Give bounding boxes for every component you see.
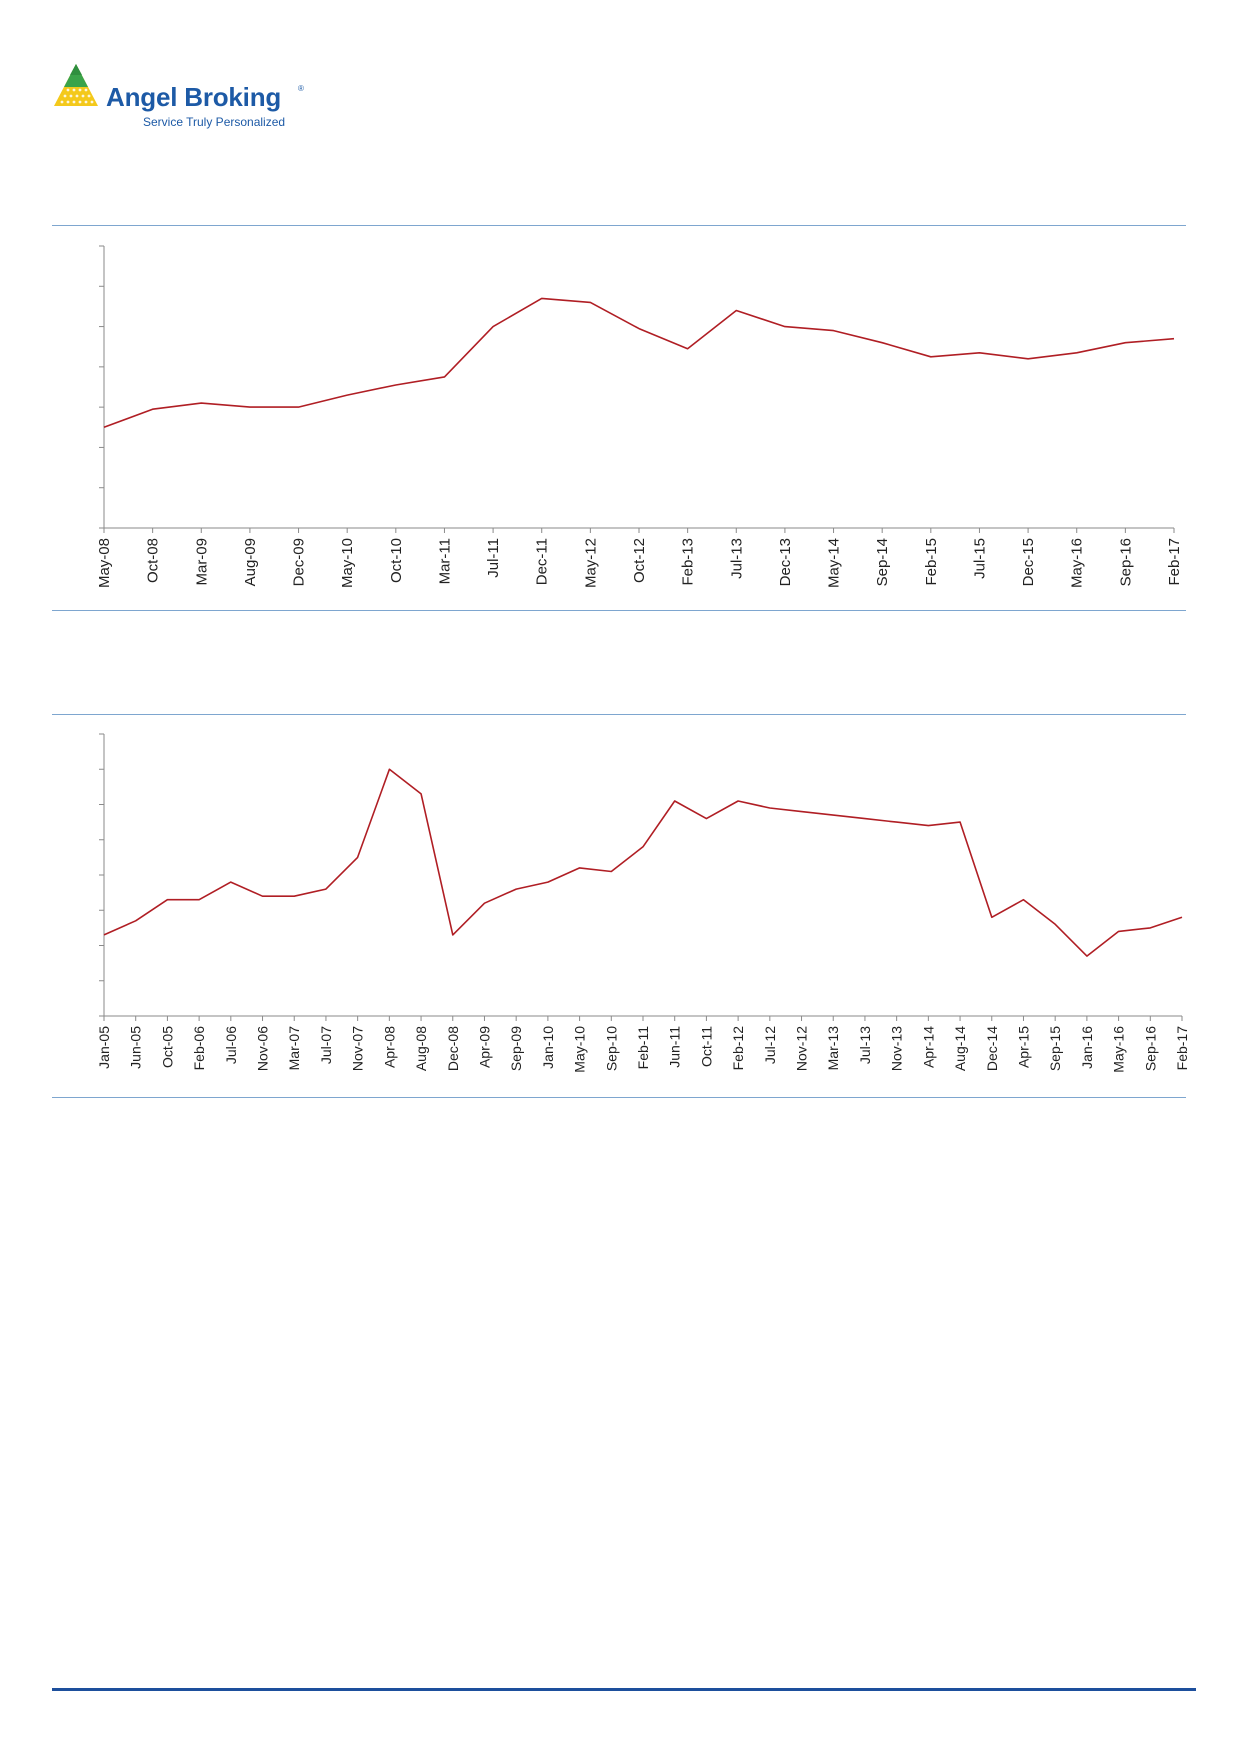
chart2-x-tick-label: Nov-06 (255, 1026, 271, 1071)
brand-triangle-icon (54, 64, 98, 106)
chart2-x-tick-label: Jan-10 (540, 1026, 556, 1069)
chart1-series-line (103, 297, 1175, 429)
chart2-x-tick-label: Jun-11 (667, 1026, 683, 1068)
chart1-x-tick-label: Jul-11 (485, 538, 502, 578)
chart2-x-tick-label: Jul-07 (318, 1026, 334, 1064)
chart1-x-tick-label: Oct-10 (388, 538, 405, 583)
chart1-x-tick-label: Feb-15 (923, 538, 940, 586)
chart2-x-tick-label: Apr-15 (1015, 1026, 1031, 1068)
chart2-x-tick-label: Apr-08 (381, 1026, 397, 1068)
chart2-container: Jan-05 Jun-05 Oct-05 Feb-06 Jul-06 Nov-06 Mar-… (52, 720, 1192, 1094)
chart2-series-line (103, 768, 1183, 957)
chart1-container: May-08 Oct-08 Mar-09 Aug-09 Dec-09 May-10 Oct-… (52, 232, 1192, 610)
chart2-x-tick-label: Oct-11 (698, 1026, 714, 1067)
chart2-x-tick-label: Feb-12 (730, 1026, 746, 1071)
registered-mark: ® (298, 84, 304, 93)
chart1-x-tick-label: Sep-14 (874, 538, 891, 586)
chart2-x-tick-label: Nov-12 (794, 1026, 810, 1071)
chart2-x-tick-label: Feb-06 (191, 1026, 207, 1071)
chart1-x-tick-label: Feb-17 (1166, 538, 1183, 586)
chart1-x-tick-label: Dec-13 (777, 538, 794, 586)
chart1-x-tick-label: Dec-15 (1020, 538, 1037, 586)
chart2-x-tick-label: Feb-11 (635, 1026, 651, 1070)
brand-name: Angel Broking (106, 82, 282, 112)
brand-logo: Angel Broking ® Service Truly Personaliz… (52, 62, 312, 132)
chart1-x-tick-label: Sep-16 (1117, 538, 1134, 586)
chart2-x-tick-label: Sep-09 (508, 1026, 524, 1071)
chart1-x-tick-label: May-16 (1069, 538, 1086, 588)
chart2-x-tick-label: Nov-13 (889, 1026, 905, 1071)
chart2-x-tick-label: Dec-14 (984, 1026, 1000, 1071)
chart2-x-tick-label: Feb-17 (1174, 1026, 1190, 1071)
chart1-top-rule (52, 225, 1186, 226)
chart2-x-tick-label: Jul-13 (857, 1026, 873, 1064)
chart1-x-tick-label: Aug-09 (242, 538, 259, 586)
chart2-bottom-rule (52, 1097, 1186, 1098)
chart2-x-tick-label: Jul-06 (223, 1026, 239, 1064)
chart1-x-tick-label: Mar-09 (193, 538, 210, 586)
chart2-x-tick-label: Jan-16 (1079, 1026, 1095, 1069)
chart1-x-tick-label: Oct-12 (631, 538, 648, 583)
footer-rule (52, 1688, 1196, 1691)
chart1-svg: May-08 Oct-08 Mar-09 Aug-09 Dec-09 May-10 Oct-… (96, 245, 1183, 588)
chart2-svg: Jan-05 Jun-05 Oct-05 Feb-06 Jul-06 Nov-06 Mar-… (96, 733, 1190, 1073)
chart2-x-tick-label: Mar-07 (286, 1026, 302, 1071)
chart2-x-tick-label: Apr-09 (476, 1026, 492, 1068)
chart1-x-tick-label: May-10 (339, 538, 356, 588)
chart2-x-tick-label: Jan-05 (96, 1026, 112, 1069)
chart2-x-tick-label: Sep-15 (1047, 1026, 1063, 1071)
chart2-x-tick-label: Nov-07 (350, 1026, 366, 1071)
chart1-x-tick-label: Jul-13 (728, 538, 745, 579)
chart1-x-tick-label: Dec-09 (291, 538, 308, 586)
chart2-x-tick-label: Apr-14 (920, 1026, 936, 1068)
brand-tagline: Service Truly Personalized (143, 115, 286, 129)
chart2-x-tick-label: Dec-08 (445, 1026, 461, 1071)
chart2-x-tick-label: May-16 (1111, 1026, 1127, 1073)
chart1-x-tick-label: May-08 (96, 538, 113, 588)
chart2-x-tick-label: May-10 (572, 1026, 588, 1073)
chart2-x-tick-label: Sep-10 (603, 1026, 619, 1071)
chart1-bottom-rule (52, 610, 1186, 611)
chart2-x-tick-label: Oct-05 (159, 1026, 175, 1068)
chart1-x-tick-label: Jul-15 (971, 538, 988, 579)
chart1-x-tick-label: Oct-08 (145, 538, 162, 583)
chart1-x-tick-label: May-14 (826, 538, 843, 588)
chart1-x-tick-label: Feb-13 (680, 538, 697, 586)
chart1-x-tick-label: May-12 (582, 538, 599, 588)
chart2-x-tick-label: Aug-14 (952, 1026, 968, 1071)
chart1-x-tick-label: Mar-11 (436, 538, 453, 584)
chart2-x-tick-label: Mar-13 (825, 1026, 841, 1071)
chart2-top-rule (52, 714, 1186, 715)
chart2-x-tick-label: Sep-16 (1142, 1026, 1158, 1071)
chart2-x-tick-label: Jul-12 (762, 1026, 778, 1064)
chart1-x-tick-label: Dec-11 (534, 538, 551, 585)
chart2-x-tick-label: Aug-08 (413, 1026, 429, 1071)
chart2-x-tick-label: Jun-05 (128, 1026, 144, 1069)
